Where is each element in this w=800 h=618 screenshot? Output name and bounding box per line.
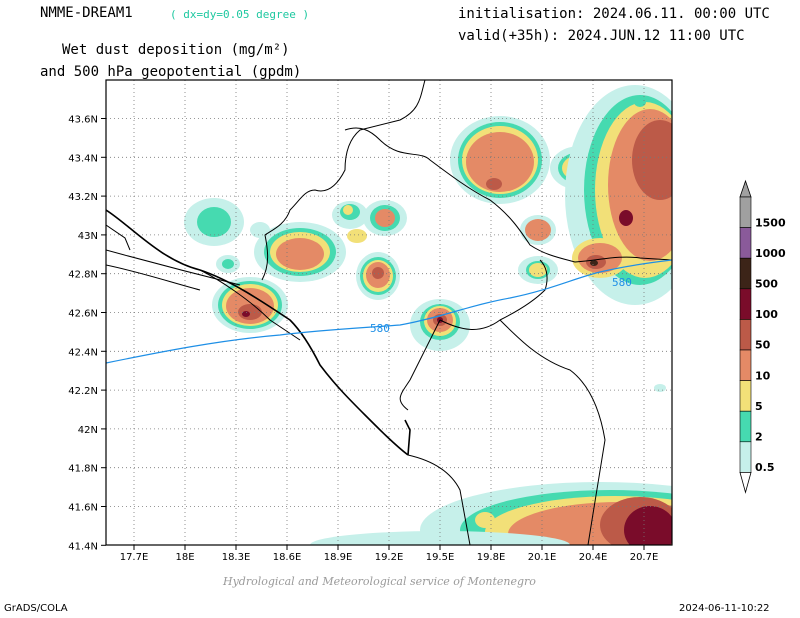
dust-field xyxy=(184,85,672,545)
render-timestamp: 2024-06-11-10:22 xyxy=(679,603,770,614)
title-line-1: Wet dust deposition (mg/m²) xyxy=(62,42,290,58)
legend-swatch xyxy=(739,196,752,228)
lat-lon-grid xyxy=(106,80,672,545)
lon-tick-label: 19.2E xyxy=(375,552,404,563)
legend-level-label: 500 xyxy=(755,278,778,291)
lat-tick-label: 42.6N xyxy=(68,309,98,320)
lon-tick-label: 19.5E xyxy=(426,552,455,563)
legend-level-label: 5 xyxy=(755,400,763,413)
lat-tick-label: 43N xyxy=(78,231,98,242)
legend-level-label: 0.5 xyxy=(755,461,775,474)
legend-top-arrow xyxy=(739,179,752,198)
lat-axis: 43.6N 43.4N 43.2N 43N 42.8N 42.6N 42.4N 42.2N 42… xyxy=(68,115,106,552)
lon-tick-label: 18.3E xyxy=(222,552,251,563)
contour-label-left: 580 xyxy=(370,322,390,335)
color-legend: 1500 1000 500 100 50 10 5 2 0.5 xyxy=(739,179,786,494)
title-line-2: and 500 hPa geopotential (gpdm) xyxy=(40,64,302,80)
lon-axis: 17.7E 18E 18.3E 18.6E 18.9E 19.2E 19.5E 19.8E 20… xyxy=(120,545,659,563)
legend-swatch xyxy=(739,319,752,351)
lat-tick-label: 42.8N xyxy=(68,270,98,281)
legend-swatch xyxy=(739,349,752,381)
lon-tick-label: 20.1E xyxy=(528,552,557,563)
model-name: NMME-DREAM1 xyxy=(40,5,133,21)
lat-tick-label: 42N xyxy=(78,425,98,436)
legend-level-label: 10 xyxy=(755,369,771,382)
legend-bottom-arrow xyxy=(739,471,752,494)
lon-tick-label: 20.7E xyxy=(630,552,659,563)
credit-text: Hydrological and Meteorological service … xyxy=(223,575,536,588)
legend-level-label: 100 xyxy=(755,308,778,321)
contour-label-right: 580 xyxy=(612,276,632,289)
lat-tick-label: 43.6N xyxy=(68,115,98,126)
legend-level-label: 1000 xyxy=(755,247,786,260)
legend-swatch xyxy=(739,288,752,320)
lon-tick-label: 20.4E xyxy=(579,552,608,563)
lat-tick-label: 41.4N xyxy=(68,541,98,552)
lon-tick-label: 17.7E xyxy=(120,552,149,563)
legend-swatch xyxy=(739,441,752,473)
legend-swatch xyxy=(739,257,752,290)
legend-swatch xyxy=(739,410,752,443)
legend-level-label: 1500 xyxy=(755,216,786,229)
lon-tick-label: 18E xyxy=(175,552,194,563)
lon-tick-label: 18.6E xyxy=(273,552,302,563)
legend-swatch xyxy=(739,380,752,412)
lat-tick-label: 43.4N xyxy=(68,153,98,164)
valid-time: valid(+35h): 2024.JUN.12 11:00 UTC xyxy=(458,28,745,44)
lon-tick-label: 18.9E xyxy=(324,552,353,563)
legend-swatch xyxy=(739,227,752,259)
legend-level-label: 2 xyxy=(755,431,763,444)
lat-tick-label: 42.4N xyxy=(68,347,98,358)
software-label: GrADS/COLA xyxy=(4,603,68,614)
legend-level-label: 50 xyxy=(755,339,771,352)
geopotential-contour-580 xyxy=(106,259,672,364)
coastlines-borders xyxy=(106,80,672,545)
lat-tick-label: 43.2N xyxy=(68,192,98,203)
lat-tick-label: 41.8N xyxy=(68,464,98,475)
init-time: initialisation: 2024.06.11. 00:00 UTC xyxy=(458,6,770,22)
resolution-note: ( dx=dy=0.05 degree ) xyxy=(170,8,310,21)
lon-tick-label: 19.8E xyxy=(477,552,506,563)
lat-tick-label: 41.6N xyxy=(68,503,98,514)
lat-tick-label: 42.2N xyxy=(68,386,98,397)
